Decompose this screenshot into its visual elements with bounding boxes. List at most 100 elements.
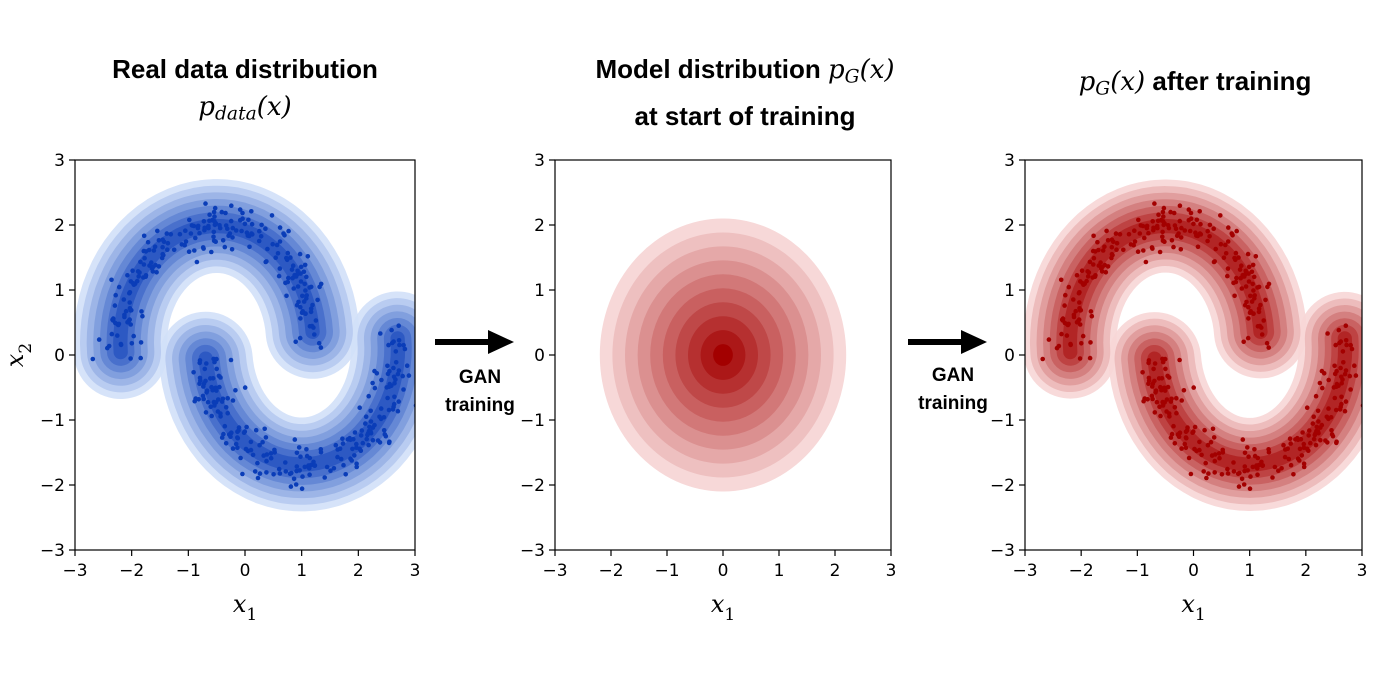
y-tick-label: −1	[520, 411, 545, 431]
sample-point	[352, 453, 357, 458]
sample-point	[413, 403, 415, 408]
sample-point	[338, 456, 344, 462]
sample-point	[212, 359, 217, 365]
sample-point	[276, 466, 282, 472]
sample-point	[249, 221, 255, 227]
sample-point	[1074, 320, 1080, 325]
plot-2: −3 −2 −1 0 1 2 3 −3 −2 −1 0 1 2 3 x1	[520, 151, 896, 625]
sample-point	[1095, 239, 1100, 245]
sample-point	[1171, 423, 1176, 429]
sample-point	[328, 468, 333, 474]
sample-point	[1114, 247, 1119, 252]
sample-point	[1220, 447, 1225, 453]
sample-point	[1160, 229, 1165, 235]
sample-point	[349, 458, 355, 463]
sample-point	[1340, 377, 1345, 382]
sample-point	[1162, 239, 1167, 244]
sample-point	[1236, 255, 1241, 260]
sample-point	[145, 239, 151, 245]
sample-point	[219, 209, 225, 215]
sample-point	[294, 450, 300, 456]
sample-point	[222, 423, 228, 429]
x-tick-label: 0	[240, 561, 251, 581]
sample-point	[125, 273, 130, 278]
sample-point	[1242, 464, 1248, 469]
sample-point	[187, 217, 192, 223]
sample-point	[1272, 464, 1278, 470]
sample-point	[1251, 288, 1256, 293]
sample-point	[1203, 460, 1208, 466]
x-tick-label: −3	[62, 561, 87, 581]
sample-point	[1282, 454, 1288, 460]
sample-point	[1089, 313, 1095, 319]
sample-point	[1341, 360, 1346, 365]
sample-point	[290, 263, 296, 269]
sample-point	[1132, 239, 1138, 244]
sample-point	[1109, 251, 1115, 257]
sample-point	[1241, 482, 1247, 487]
middle-panel-title: Model distribution pG(x) at start of tra…	[555, 50, 935, 135]
sample-point	[1223, 251, 1229, 256]
y-tick-label: −2	[990, 476, 1015, 496]
sample-point	[311, 325, 316, 330]
sample-point	[1152, 410, 1158, 415]
sample-point	[1313, 442, 1319, 448]
sample-point	[1208, 439, 1214, 445]
sample-point	[1338, 339, 1344, 344]
sample-point	[1062, 303, 1067, 308]
sample-point	[235, 429, 240, 435]
sample-point	[1085, 269, 1090, 274]
sample-point	[135, 269, 141, 274]
sample-point	[1104, 228, 1109, 234]
sample-point	[201, 219, 207, 224]
sample-point	[1225, 466, 1230, 472]
sample-point	[277, 471, 283, 476]
sample-point	[1174, 233, 1180, 238]
sample-point	[138, 259, 143, 265]
sample-point	[1304, 405, 1310, 411]
sample-point	[1259, 459, 1264, 465]
sample-point	[156, 264, 162, 269]
sample-point	[215, 409, 221, 414]
sample-point	[1205, 442, 1211, 448]
sample-point	[1146, 230, 1151, 236]
sample-point	[296, 445, 302, 450]
sample-point	[379, 377, 384, 383]
sample-point	[1313, 393, 1319, 399]
sample-point	[304, 293, 310, 298]
sample-point	[1311, 414, 1316, 420]
sample-point	[141, 262, 147, 267]
density-layer	[75, 179, 415, 512]
sample-point	[1246, 279, 1252, 284]
sample-point	[1150, 219, 1155, 224]
sample-point	[1370, 351, 1375, 356]
x-tick-label: −2	[598, 561, 623, 581]
sample-point	[313, 318, 319, 323]
sample-point	[203, 201, 208, 206]
sample-point	[385, 371, 391, 377]
sample-point	[265, 246, 270, 252]
sample-point	[1329, 428, 1334, 433]
sample-point	[183, 239, 189, 244]
y-axis-label: x2	[1, 343, 36, 367]
sample-point	[318, 345, 324, 350]
sample-point	[264, 458, 269, 464]
sample-point	[1077, 308, 1083, 313]
sample-point	[1343, 399, 1349, 404]
sample-point	[1177, 218, 1183, 224]
x-tick-label: 1	[1244, 561, 1255, 581]
sample-point	[1318, 425, 1323, 430]
sample-point	[150, 264, 156, 270]
sample-point	[333, 442, 339, 448]
sample-point	[1080, 333, 1086, 339]
y-tick-label: −2	[40, 476, 65, 496]
sample-point	[211, 229, 217, 235]
sample-point	[248, 439, 254, 445]
sample-point	[233, 441, 239, 447]
sample-point	[307, 455, 313, 461]
sample-point	[1188, 210, 1194, 216]
sample-point	[228, 434, 233, 440]
sample-point	[1197, 231, 1203, 236]
sample-point	[1348, 342, 1353, 348]
sample-point	[1160, 399, 1165, 405]
